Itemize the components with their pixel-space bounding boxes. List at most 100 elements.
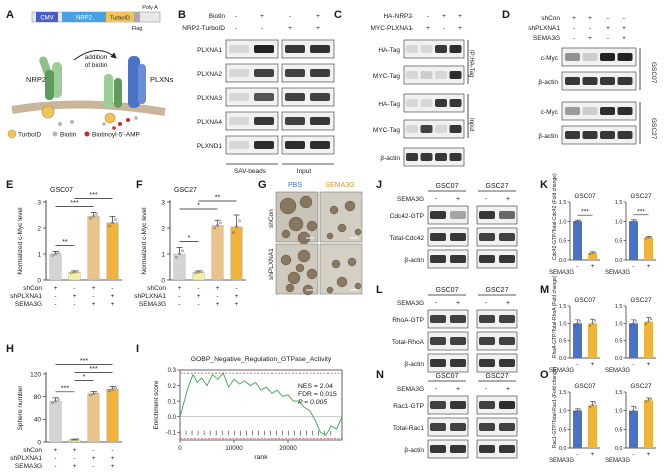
sign-grid: - + - + - - + + xyxy=(235,13,320,32)
band xyxy=(600,107,615,115)
sphere xyxy=(287,271,301,285)
bar xyxy=(629,221,638,260)
cell-line-gsc27: GSC27 xyxy=(650,118,657,140)
band xyxy=(435,99,447,107)
sign: + xyxy=(111,455,115,462)
band xyxy=(285,93,305,101)
band-label: c-Myc xyxy=(541,55,559,62)
band xyxy=(499,315,515,323)
sign: + xyxy=(458,25,462,32)
band-label: HA-Tag xyxy=(378,101,400,108)
y-tick-label: 0.0 xyxy=(559,258,567,264)
band xyxy=(450,211,466,219)
data-point xyxy=(70,438,73,442)
data-point xyxy=(54,252,57,256)
panel-g: G PBS SEMA3G shCon shPLXNA1 xyxy=(258,179,363,296)
fdr-label: FDR = 0.015 xyxy=(298,391,337,398)
sig-label: *** xyxy=(89,366,97,373)
blot-panel: GSC07 GSC27 SEMA3G - + - + Rac1-GTP Total-Rac1 β-… xyxy=(393,373,518,459)
blot-frame xyxy=(561,47,637,67)
band xyxy=(420,99,433,107)
sig-label: *** xyxy=(637,208,645,215)
sign: + xyxy=(316,13,320,20)
y-tick-label: 0 xyxy=(161,277,165,284)
sign: - xyxy=(632,263,634,270)
y-tick-label: 0.2 xyxy=(168,384,177,390)
band xyxy=(499,233,515,241)
band xyxy=(582,131,598,139)
bar xyxy=(644,237,653,260)
data-point xyxy=(578,408,582,411)
data-point xyxy=(591,403,594,407)
bar xyxy=(211,225,224,281)
band xyxy=(229,93,249,101)
band xyxy=(565,77,580,85)
row-label-shplxna1: shPLXNA1 xyxy=(528,25,560,32)
data-point xyxy=(576,409,579,412)
treatment-label: SEMA3G xyxy=(605,458,630,464)
bar xyxy=(106,222,119,281)
band xyxy=(582,77,598,85)
sign: + xyxy=(572,15,576,22)
bar xyxy=(49,253,62,281)
sign: + xyxy=(456,386,460,393)
data-point xyxy=(76,270,79,273)
band-label: Total-Cdc42 xyxy=(389,235,424,242)
data-point xyxy=(573,220,577,224)
data-point xyxy=(588,324,592,327)
sign: - xyxy=(435,196,438,203)
y-tick-label: 1.5 xyxy=(559,200,567,206)
panel-k: K Cdc42-GTP/Total-Cdc42 (Fold change) GS… xyxy=(540,173,656,276)
y-tick-label: 0.0 xyxy=(615,356,623,362)
chart-title: GSC07 xyxy=(574,383,596,390)
sig-label: * xyxy=(83,374,86,381)
data-point xyxy=(95,391,98,395)
band xyxy=(582,53,598,61)
y-tick-label: 1.5 xyxy=(615,304,623,310)
band xyxy=(449,125,462,133)
blot-frame xyxy=(403,39,465,59)
sphere-image xyxy=(319,191,363,243)
nrp2-gene xyxy=(62,12,106,22)
data-point xyxy=(95,213,98,216)
blot-frame xyxy=(476,331,518,351)
nrp2-receptor xyxy=(39,56,62,119)
band xyxy=(479,233,495,241)
bar xyxy=(629,410,638,448)
sig-label: *** xyxy=(80,358,88,365)
data-point xyxy=(593,251,597,254)
data-point xyxy=(51,401,54,405)
blot-frame xyxy=(427,309,469,329)
blot-frame xyxy=(281,87,335,107)
sign: + xyxy=(622,35,626,42)
sign: + xyxy=(111,463,115,470)
data-point xyxy=(632,409,635,412)
band-label: Total-Rac1 xyxy=(393,425,424,432)
y-tick-label: -0.1 xyxy=(166,430,177,436)
blot-frame xyxy=(427,395,469,415)
band xyxy=(254,141,274,149)
sign: + xyxy=(235,301,239,308)
col-label-sema3g: SEMA3G xyxy=(325,182,354,189)
data-point xyxy=(593,319,597,322)
panel-letter: N xyxy=(376,369,384,381)
y-tick-label: 1.5 xyxy=(559,304,567,310)
band xyxy=(430,315,446,323)
sign: - xyxy=(485,386,488,393)
y-tick-label: 0.5 xyxy=(615,239,623,245)
band xyxy=(229,69,249,77)
data-point xyxy=(632,220,635,223)
blot-frame xyxy=(476,417,518,437)
bar xyxy=(230,226,243,281)
band xyxy=(285,117,305,125)
sphere xyxy=(295,263,305,273)
data-point xyxy=(573,324,577,327)
data-point xyxy=(89,216,92,220)
band xyxy=(499,337,515,345)
y-tick-label: 0.5 xyxy=(559,339,567,345)
sign: - xyxy=(178,301,180,308)
sign: - xyxy=(197,285,199,292)
chart-title: GSC07 xyxy=(574,193,596,200)
x-axis-label: rank xyxy=(254,454,268,461)
